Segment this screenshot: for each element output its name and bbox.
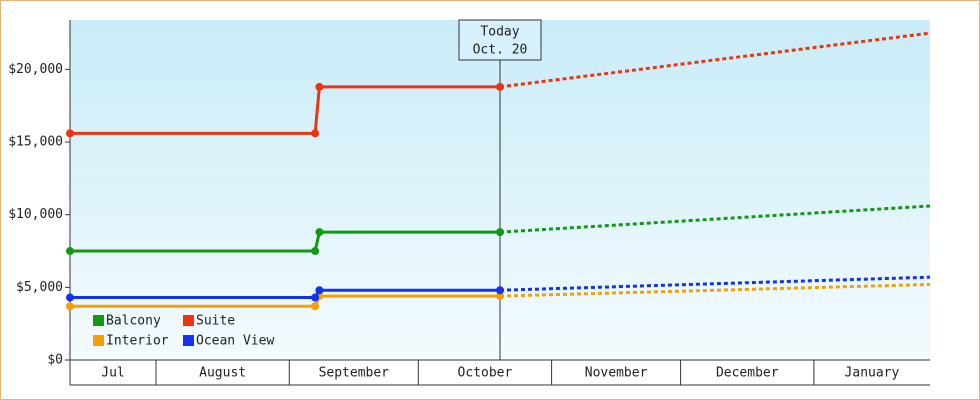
- series-line: [70, 230, 500, 253]
- x-tick-label: November: [585, 366, 648, 381]
- y-tick-label: $5,000: [16, 280, 63, 295]
- x-tick-label: August: [199, 366, 246, 381]
- projection-line: [499, 275, 931, 292]
- y-tick-label: $10,000: [8, 207, 63, 222]
- point: [66, 293, 74, 302]
- legend-label: Ocean View: [196, 334, 274, 349]
- legend-label: Balcony: [106, 314, 161, 329]
- legend-swatch: [183, 315, 194, 326]
- y-tick-label: $15,000: [8, 135, 63, 150]
- legend-swatch: [93, 315, 104, 326]
- series-line: [70, 288, 500, 300]
- point: [315, 82, 324, 91]
- x-tick-label: December: [716, 366, 779, 381]
- x-tick-label: January: [845, 366, 900, 381]
- projection-line: [499, 31, 931, 89]
- y-tick-label: $0: [47, 353, 63, 368]
- point: [311, 129, 320, 138]
- point: [66, 129, 74, 138]
- point: [311, 302, 320, 311]
- point: [311, 247, 320, 256]
- x-tick-label: September: [319, 366, 390, 381]
- today-label: Today: [480, 25, 519, 40]
- x-tick-label: Jul: [101, 366, 124, 381]
- legend-swatch: [93, 335, 104, 346]
- today-label: Oct. 20: [473, 43, 528, 58]
- point: [496, 286, 504, 295]
- point: [315, 228, 324, 237]
- series-line: [70, 85, 500, 135]
- point: [496, 82, 504, 91]
- point: [315, 286, 324, 295]
- point: [496, 292, 504, 301]
- point: [496, 228, 504, 237]
- projection-line: [499, 282, 931, 298]
- y-tick-label: $20,000: [8, 62, 63, 77]
- series-line: [70, 294, 500, 308]
- point: [66, 247, 74, 256]
- legend-swatch: [183, 335, 194, 346]
- point: [311, 293, 320, 302]
- legend-label: Interior: [106, 334, 169, 349]
- point: [66, 302, 74, 311]
- legend-label: Suite: [196, 314, 235, 329]
- x-tick-label: October: [458, 366, 513, 381]
- projection-line: [499, 204, 931, 234]
- today-box: [458, 19, 542, 61]
